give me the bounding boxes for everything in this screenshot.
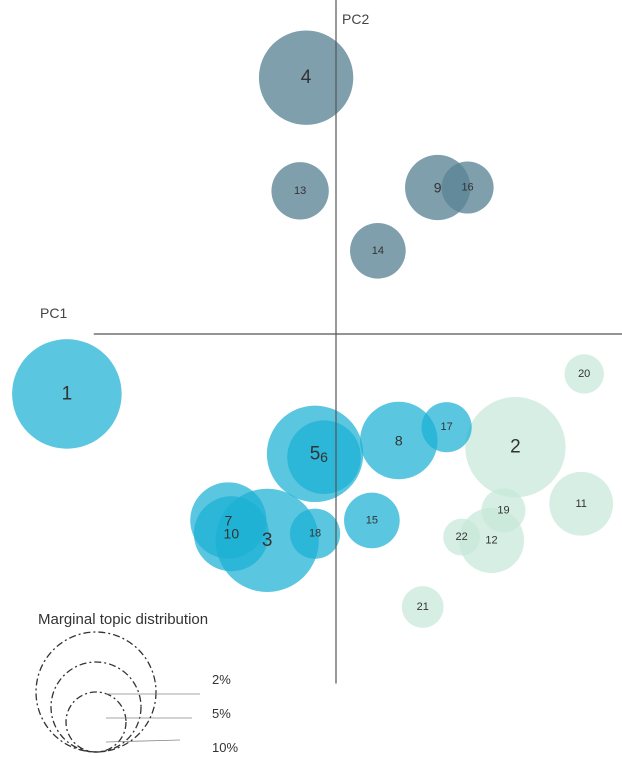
bubble-label-21: 21 [417, 601, 429, 613]
bubble-6 [287, 420, 361, 494]
bubble-15 [344, 492, 400, 549]
bubble-label-9: 9 [434, 180, 442, 196]
bubble-label-3: 3 [262, 530, 273, 551]
bubble-14 [350, 222, 406, 279]
bubble-18 [289, 508, 341, 559]
bubble-label-13: 13 [294, 185, 306, 197]
legend-label-3: 10% [212, 740, 238, 755]
legend-label-1: 2% [212, 672, 231, 687]
x-axis-label: PC1 [40, 305, 67, 321]
bubble-22 [443, 518, 481, 556]
bubble-label-17: 17 [441, 421, 453, 433]
bubble-label-15: 15 [366, 514, 378, 526]
legend-circle-2 [50, 661, 142, 753]
legend-leader-1 [105, 739, 181, 743]
bubble-label-1: 1 [62, 383, 73, 404]
bubble-label-10: 10 [224, 526, 240, 542]
y-axis-label: PC2 [342, 11, 369, 27]
bubble-label-18: 18 [309, 528, 321, 540]
bubble-13 [271, 162, 329, 220]
bubble-label-8: 8 [395, 433, 403, 449]
bubble-8 [360, 401, 438, 480]
bubble-label-4: 4 [301, 67, 312, 88]
bubble-label-2: 2 [510, 437, 521, 458]
bubble-2 [465, 397, 566, 498]
bubble-19 [481, 488, 526, 533]
bubble-label-12: 12 [485, 534, 497, 546]
bubble-21 [401, 586, 444, 628]
bubble-11 [549, 471, 614, 536]
bubble-label-14: 14 [372, 245, 384, 257]
bubble-label-22: 22 [455, 531, 467, 543]
bubble-label-20: 20 [578, 368, 590, 380]
bubble-label-19: 19 [497, 504, 509, 516]
bubble-label-6: 6 [320, 449, 328, 465]
bubble-label-7: 7 [224, 512, 232, 528]
bubble-label-5: 5 [310, 443, 321, 464]
legend-title: Marginal topic distribution [38, 611, 208, 628]
bubble-layer [12, 30, 614, 628]
bubble-label-11: 11 [576, 498, 587, 510]
bubble-4 [258, 30, 354, 125]
legend-circle-3 [35, 631, 157, 753]
size-legend: Marginal topic distribution 2% 5% 10% [35, 611, 238, 755]
bubble-16 [441, 161, 494, 214]
bubble-label-16: 16 [461, 182, 473, 194]
bubble-1 [12, 339, 122, 449]
bubble-17 [421, 402, 472, 453]
legend-label-2: 5% [212, 706, 231, 721]
bubble-20 [564, 354, 604, 394]
bubble-10 [193, 496, 269, 572]
legend-circle-1 [65, 691, 127, 753]
